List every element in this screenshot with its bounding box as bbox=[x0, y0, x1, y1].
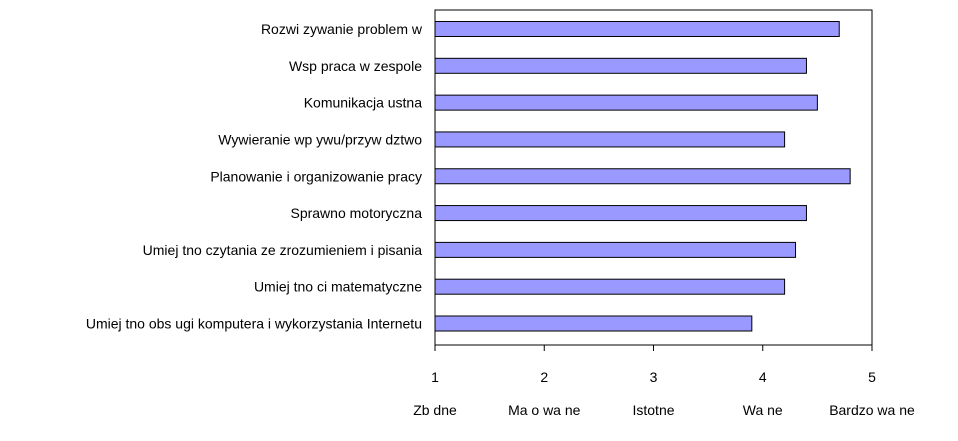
category-label-7: Umiej tno czytania ze zrozumieniem i pis… bbox=[143, 242, 423, 258]
bar-1 bbox=[434, 21, 840, 37]
category-label-8: Umiej tno ci matematyczne bbox=[254, 279, 422, 295]
category-label-9: Umiej tno obs ugi komputera i wykorzysta… bbox=[86, 316, 422, 332]
bar-6 bbox=[434, 205, 807, 222]
category-label-4: Wywieranie wp ywu/przyw dztwo bbox=[218, 131, 422, 147]
category-labels: Rozwi zywanie problem w Wsp praca w zespo… bbox=[86, 21, 423, 332]
scale-label-5: Bardzo wa ne bbox=[829, 402, 915, 418]
x-tick-label-1: 1 bbox=[431, 369, 439, 385]
x-tick-label-2: 2 bbox=[540, 369, 548, 385]
scale-label-2: Ma o wa ne bbox=[508, 402, 581, 418]
category-label-5: Planowanie i organizowanie pracy bbox=[210, 168, 422, 184]
bar-9 bbox=[434, 315, 753, 332]
category-label-6: Sprawno motoryczna bbox=[290, 205, 422, 221]
x-tick-label-5: 5 bbox=[868, 369, 876, 385]
category-label-1: Rozwi zywanie problem w bbox=[261, 21, 423, 37]
scale-label-3: Istotne bbox=[632, 402, 674, 418]
scale-label-1: Zb dne bbox=[413, 402, 457, 418]
bar-7 bbox=[434, 241, 797, 258]
bars-group bbox=[434, 21, 851, 332]
x-ticks bbox=[434, 345, 873, 351]
x-tick-label-4: 4 bbox=[759, 369, 767, 385]
bar-3 bbox=[434, 94, 818, 111]
bar-8 bbox=[434, 278, 786, 295]
bar-2 bbox=[434, 57, 807, 74]
bar-4 bbox=[434, 131, 786, 148]
bar-5 bbox=[434, 168, 851, 185]
x-tick-label-3: 3 bbox=[650, 369, 658, 385]
scale-label-4: Wa ne bbox=[743, 402, 783, 418]
scale-labels: Zb dne Ma o wa ne Istotne Wa ne Bardzo wa ne bbox=[413, 402, 915, 418]
category-label-2: Wsp praca w zespole bbox=[289, 58, 422, 74]
x-tick-labels: 1 2 3 4 5 bbox=[431, 369, 876, 385]
category-label-3: Komunikacja ustna bbox=[304, 95, 423, 111]
